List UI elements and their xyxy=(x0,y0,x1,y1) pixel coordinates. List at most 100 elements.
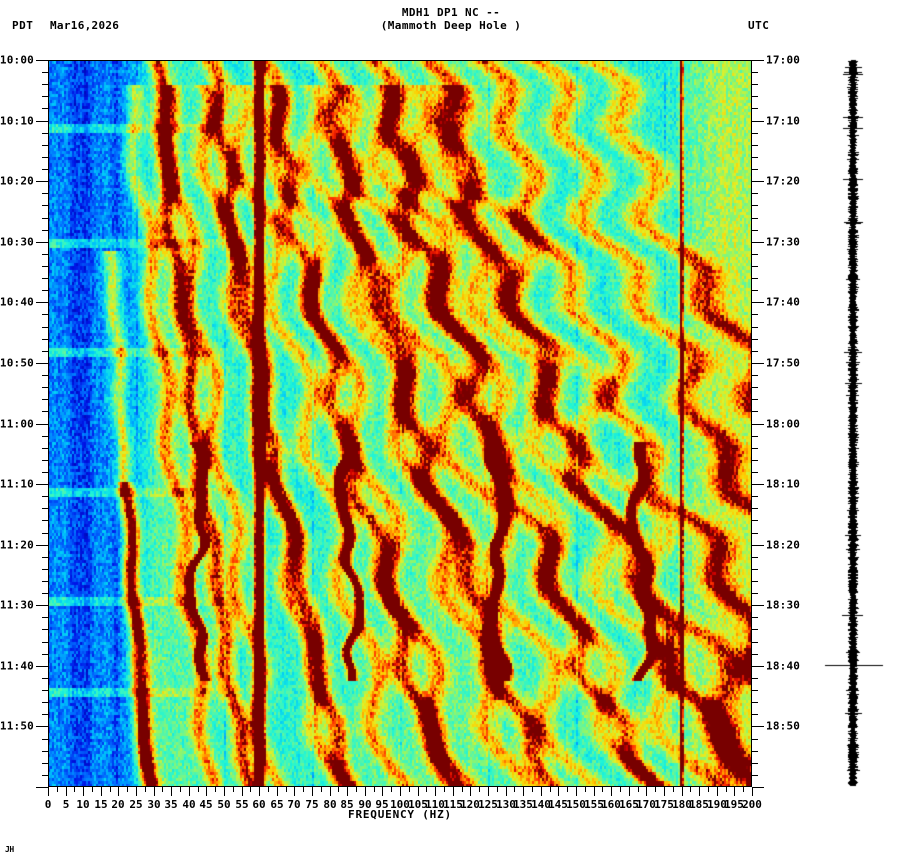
time-tick-minor-left xyxy=(42,654,48,655)
time-tick-minor-left xyxy=(42,375,48,376)
freq-tick-major xyxy=(682,787,683,796)
time-tick-minor-right xyxy=(752,327,758,328)
freq-label: 125 xyxy=(478,798,498,811)
freq-label: 105 xyxy=(408,798,428,811)
freq-tick-major xyxy=(154,787,155,796)
freq-tick-major xyxy=(330,787,331,796)
freq-tick-major xyxy=(101,787,102,796)
time-label-right: 18:10 xyxy=(766,477,801,491)
time-tick-major-right xyxy=(752,666,764,667)
freq-tick-major xyxy=(171,787,172,796)
freq-tick-minor xyxy=(655,787,656,792)
freq-tick-major xyxy=(206,787,207,796)
time-label-left: 10:30 xyxy=(0,235,34,249)
freq-label: 135 xyxy=(513,798,533,811)
freq-label: 40 xyxy=(182,798,196,811)
frequency-axis: 0 5 10 15 20 25 30 35 40 45 50 55 60 65 70 75 80 85 90 95 10… xyxy=(44,787,762,833)
freq-tick-minor xyxy=(726,787,727,792)
time-tick-minor-left xyxy=(42,108,48,109)
freq-tick-minor xyxy=(286,787,287,792)
time-tick-major-left xyxy=(36,121,48,122)
time-tick-minor-right xyxy=(752,436,758,437)
freq-tick-minor xyxy=(479,787,480,792)
time-tick-minor-right xyxy=(752,339,758,340)
freq-tick-minor xyxy=(338,787,339,792)
freq-tick-minor xyxy=(57,787,58,792)
freq-tick-major xyxy=(294,787,295,796)
time-tick-minor-right xyxy=(752,714,758,715)
time-tick-minor-left xyxy=(42,290,48,291)
time-tick-major-left xyxy=(36,60,48,61)
time-tick-minor-right xyxy=(752,642,758,643)
freq-tick-major xyxy=(347,787,348,796)
freq-label: 170 xyxy=(636,798,656,811)
freq-tick-major xyxy=(453,787,454,796)
freq-tick-minor xyxy=(620,787,621,792)
spectrogram-canvas xyxy=(48,60,752,787)
time-tick-minor-left xyxy=(42,751,48,752)
time-tick-minor-left xyxy=(42,339,48,340)
time-tick-major-right xyxy=(752,121,764,122)
time-tick-minor-left xyxy=(42,314,48,315)
time-tick-minor-left xyxy=(42,739,48,740)
time-tick-minor-right xyxy=(752,654,758,655)
time-tick-minor-left xyxy=(42,581,48,582)
time-tick-minor-left xyxy=(42,399,48,400)
time-tick-major-right xyxy=(752,363,764,364)
freq-tick-minor xyxy=(444,787,445,792)
freq-label: 115 xyxy=(443,798,463,811)
time-tick-major-right xyxy=(752,302,764,303)
time-tick-minor-left xyxy=(42,642,48,643)
freq-tick-minor xyxy=(233,787,234,792)
time-tick-minor-right xyxy=(752,72,758,73)
time-tick-major-right xyxy=(752,60,764,61)
time-tick-major-right xyxy=(752,726,764,727)
freq-label: 160 xyxy=(601,798,621,811)
freq-tick-major xyxy=(224,787,225,796)
time-label-left: 11:40 xyxy=(0,659,34,673)
freq-tick-minor xyxy=(602,787,603,792)
time-tick-minor-left xyxy=(42,278,48,279)
freq-tick-minor xyxy=(497,787,498,792)
time-tick-minor-right xyxy=(752,460,758,461)
freq-label: 45 xyxy=(199,798,213,811)
freq-tick-major xyxy=(242,787,243,796)
time-tick-minor-right xyxy=(752,230,758,231)
freq-label: 0 xyxy=(44,798,52,811)
freq-label: 100 xyxy=(390,798,410,811)
freq-tick-minor xyxy=(74,787,75,792)
freq-label: 35 xyxy=(164,798,178,811)
time-tick-minor-right xyxy=(752,581,758,582)
freq-tick-minor xyxy=(638,787,639,792)
time-tick-minor-right xyxy=(752,448,758,449)
time-label-left: 11:20 xyxy=(0,538,34,552)
freq-tick-minor xyxy=(567,787,568,792)
freq-tick-major xyxy=(48,787,49,796)
time-tick-minor-right xyxy=(752,751,758,752)
time-tick-minor-right xyxy=(752,169,758,170)
seismogram-canvas xyxy=(812,58,890,788)
time-tick-minor-right xyxy=(752,678,758,679)
time-tick-minor-left xyxy=(42,763,48,764)
time-tick-minor-left xyxy=(42,593,48,594)
freq-tick-minor xyxy=(92,787,93,792)
time-tick-major-left xyxy=(36,787,48,788)
time-tick-major-right xyxy=(752,484,764,485)
time-tick-minor-right xyxy=(752,557,758,558)
freq-tick-major xyxy=(699,787,700,796)
time-tick-minor-right xyxy=(752,739,758,740)
time-axis-right: 17:00 17:10 17:20 17:30 17:40 17:50 18:00 18:10… xyxy=(752,54,801,788)
time-tick-major-left xyxy=(36,302,48,303)
freq-tick-minor xyxy=(110,787,111,792)
freq-tick-minor xyxy=(215,787,216,792)
time-label-left: 10:10 xyxy=(0,114,34,128)
time-tick-minor-right xyxy=(752,775,758,776)
time-tick-minor-right xyxy=(752,763,758,764)
time-label-right: 17:10 xyxy=(766,114,801,128)
time-label-right: 17:30 xyxy=(766,235,801,249)
time-tick-minor-right xyxy=(752,472,758,473)
freq-label: 175 xyxy=(654,798,674,811)
freq-tick-minor xyxy=(743,787,744,792)
time-label-right: 17:50 xyxy=(766,356,801,370)
freq-tick-minor xyxy=(550,787,551,792)
